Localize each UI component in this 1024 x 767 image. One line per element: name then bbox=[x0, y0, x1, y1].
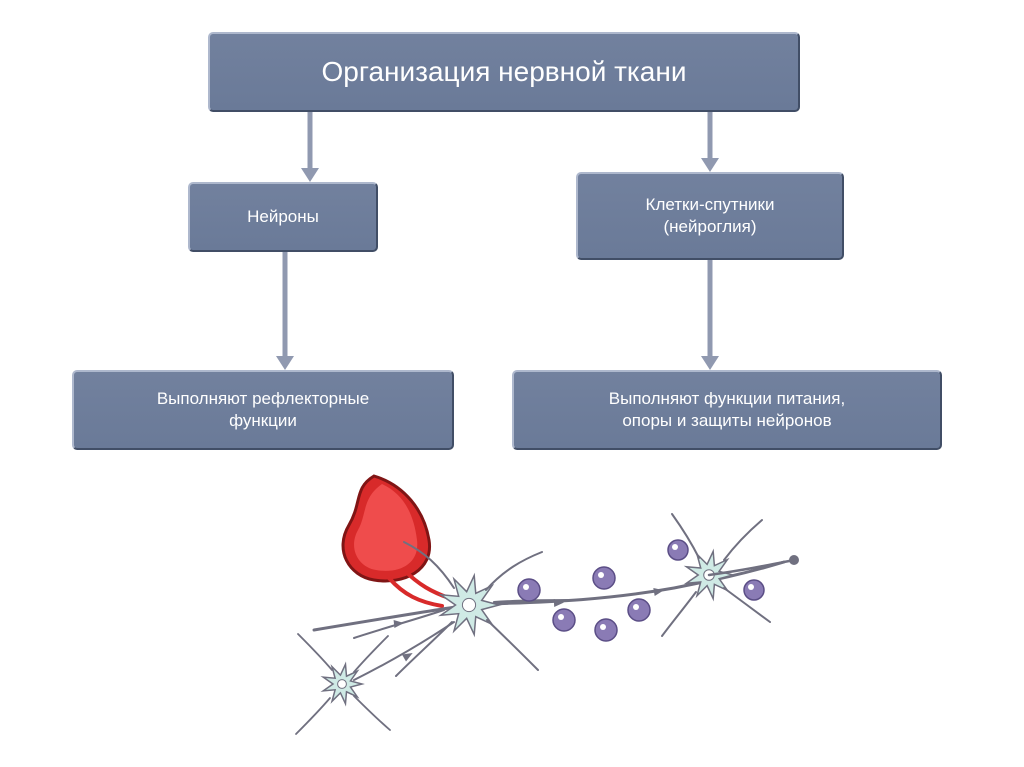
arrow-title-to-right1 bbox=[698, 112, 722, 176]
slide-stage: Организация нервной ткани Нейроны Клетки-с… bbox=[0, 0, 1024, 767]
neuron-illustration bbox=[254, 470, 804, 740]
neurons-box: Нейроны bbox=[188, 182, 378, 252]
diagram-title-box: Организация нервной ткани bbox=[208, 32, 800, 112]
arrow-right1-to-right2 bbox=[698, 260, 722, 374]
arrow-left1-to-left2 bbox=[273, 252, 297, 374]
neuroglia-function-box: Выполняют функции питания, опоры и защит… bbox=[512, 370, 942, 450]
arrow-title-to-left1 bbox=[298, 112, 322, 186]
neurons-function-box: Выполняют рефлекторные функции bbox=[72, 370, 454, 450]
neuroglia-box: Клетки-спутники (нейроглия) bbox=[576, 172, 844, 260]
